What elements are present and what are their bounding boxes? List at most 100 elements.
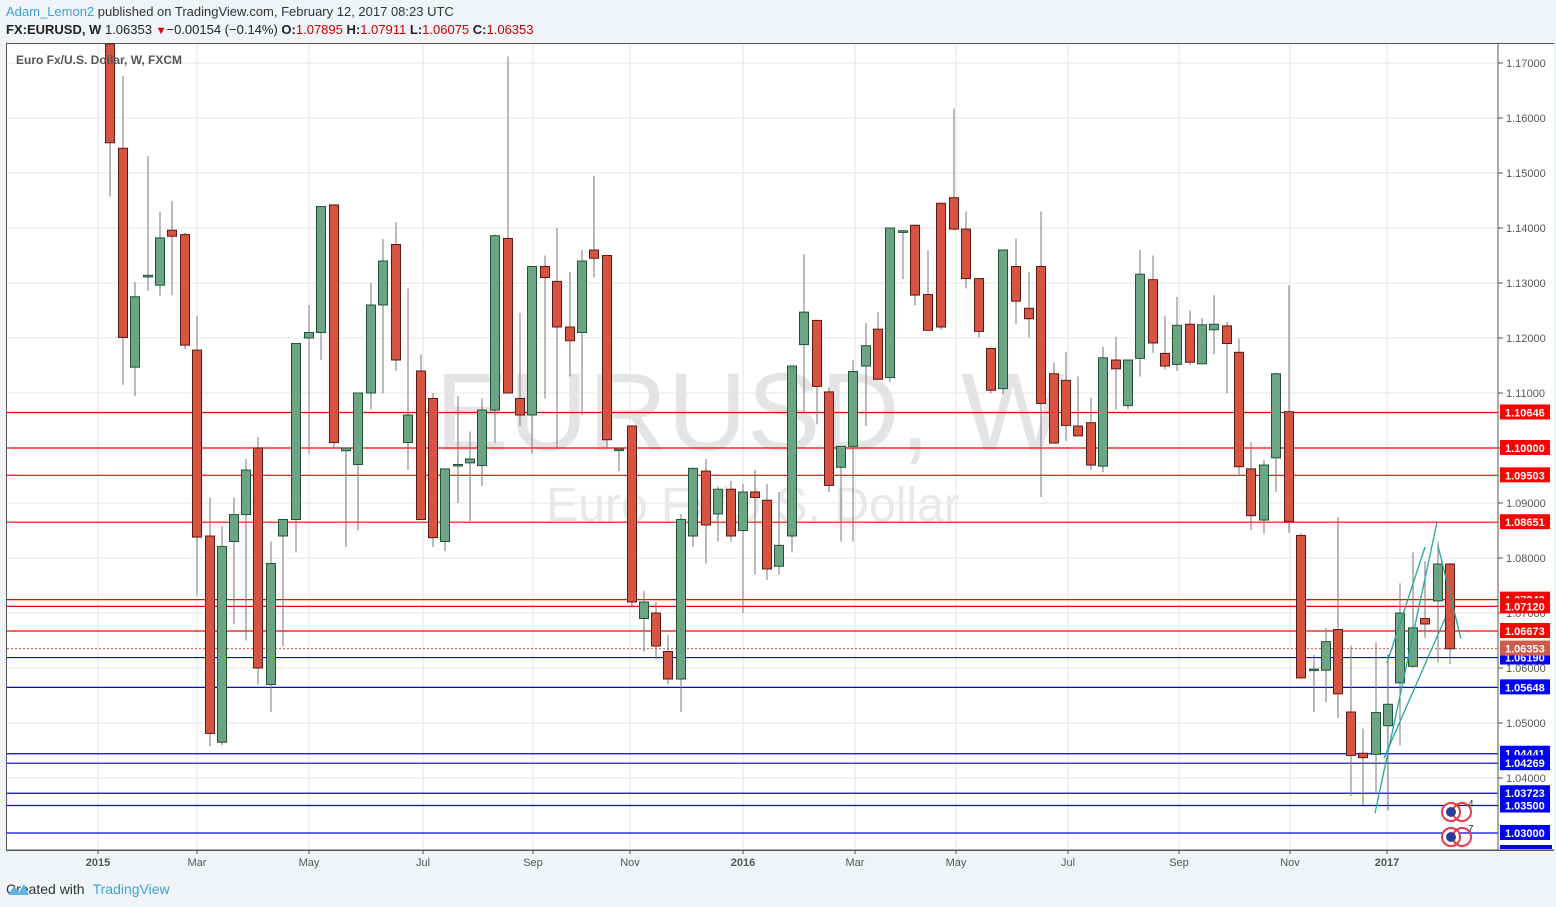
candle[interactable] [1073, 376, 1083, 437]
candle[interactable] [1036, 211, 1046, 497]
candle[interactable] [923, 250, 933, 331]
candle[interactable] [1148, 255, 1158, 353]
economic-event-flags-icon[interactable]: 7 [1441, 824, 1474, 847]
candle[interactable] [118, 75, 128, 385]
candle[interactable] [192, 316, 202, 596]
candle[interactable] [1049, 362, 1059, 444]
candle[interactable] [1086, 397, 1096, 470]
trendline[interactable] [1383, 618, 1446, 759]
candle[interactable] [1358, 728, 1368, 805]
candle[interactable] [105, 43, 115, 197]
candle[interactable] [1222, 322, 1232, 393]
candle[interactable] [762, 483, 772, 580]
candle[interactable] [986, 347, 996, 393]
candle[interactable] [774, 492, 784, 575]
candle[interactable] [824, 387, 834, 493]
candle[interactable] [353, 392, 363, 531]
candle[interactable] [1061, 351, 1071, 441]
candle[interactable] [627, 425, 637, 608]
candle[interactable] [898, 230, 908, 280]
economic-event-flags-icon[interactable]: 4 [1441, 799, 1474, 822]
candle[interactable] [1321, 627, 1331, 703]
author-link[interactable]: Adam_Lemon2 [6, 4, 95, 19]
candle[interactable] [701, 459, 711, 564]
candle[interactable] [1271, 372, 1281, 492]
tradingview-link[interactable]: TradingView [92, 881, 170, 897]
candle[interactable] [676, 514, 686, 712]
candle[interactable] [1383, 654, 1393, 811]
candle[interactable] [787, 365, 797, 553]
candle[interactable] [1371, 642, 1381, 795]
candle[interactable] [1246, 442, 1256, 530]
candle[interactable] [291, 343, 301, 553]
candle[interactable] [1296, 533, 1306, 679]
candle[interactable] [391, 222, 401, 372]
candle[interactable] [750, 470, 760, 575]
candle[interactable] [155, 212, 165, 296]
candle[interactable] [589, 175, 599, 278]
candle[interactable] [1408, 552, 1418, 668]
candle[interactable] [565, 272, 575, 377]
candle[interactable] [1024, 272, 1034, 338]
trendline[interactable] [1374, 522, 1438, 814]
candle[interactable] [366, 283, 376, 410]
price-axis[interactable]: 1.17000 1.16000 1.15000 1.14000 1.13000 1.120… [1498, 58, 1552, 849]
candle[interactable] [167, 201, 177, 296]
candle[interactable] [1395, 583, 1405, 746]
candle[interactable] [1197, 318, 1207, 365]
candle[interactable] [713, 486, 723, 542]
candle[interactable] [1309, 654, 1319, 712]
candle[interactable] [910, 224, 920, 306]
candle[interactable] [663, 635, 673, 685]
candle[interactable] [1284, 285, 1294, 533]
candle[interactable] [316, 206, 326, 360]
candle[interactable] [1111, 336, 1121, 410]
candle[interactable] [1098, 346, 1108, 473]
candle[interactable] [229, 497, 239, 625]
candle[interactable] [329, 204, 339, 448]
candle[interactable] [974, 278, 984, 338]
candle[interactable] [440, 468, 450, 551]
candle[interactable] [205, 497, 215, 747]
candle[interactable] [1445, 562, 1455, 665]
chart-pane[interactable] [6, 43, 1554, 851]
candle[interactable] [428, 393, 438, 547]
candle[interactable] [848, 360, 858, 542]
candle[interactable] [799, 254, 809, 413]
candle[interactable] [836, 445, 846, 542]
candle[interactable] [1011, 238, 1021, 325]
candle[interactable] [1433, 541, 1443, 663]
candle[interactable] [503, 56, 513, 394]
candle[interactable] [253, 437, 263, 685]
candle[interactable] [180, 232, 190, 349]
candle[interactable] [1420, 561, 1430, 638]
candle[interactable] [602, 255, 612, 449]
candle[interactable] [949, 108, 959, 231]
trendline[interactable] [1386, 546, 1426, 664]
candle[interactable] [885, 227, 895, 382]
candle[interactable] [465, 431, 475, 522]
candle[interactable] [998, 249, 1008, 395]
candle[interactable] [1172, 296, 1182, 371]
candle[interactable] [1160, 315, 1170, 370]
candle[interactable] [241, 459, 251, 641]
candle[interactable] [453, 395, 463, 503]
trendline[interactable] [1437, 545, 1462, 640]
candle[interactable] [1209, 295, 1219, 355]
candle[interactable] [130, 281, 140, 397]
candle[interactable] [936, 202, 946, 330]
candle[interactable] [1333, 517, 1343, 719]
candle[interactable] [1234, 338, 1244, 475]
candle[interactable] [527, 266, 537, 454]
candle[interactable] [861, 323, 871, 426]
candle[interactable] [540, 255, 550, 399]
candle[interactable] [639, 591, 649, 652]
candle[interactable] [614, 448, 624, 472]
candle[interactable] [341, 447, 351, 547]
candle[interactable] [738, 483, 748, 613]
candle[interactable] [552, 228, 562, 448]
candle[interactable] [477, 398, 487, 486]
candle[interactable] [961, 211, 971, 289]
candle[interactable] [577, 250, 587, 415]
